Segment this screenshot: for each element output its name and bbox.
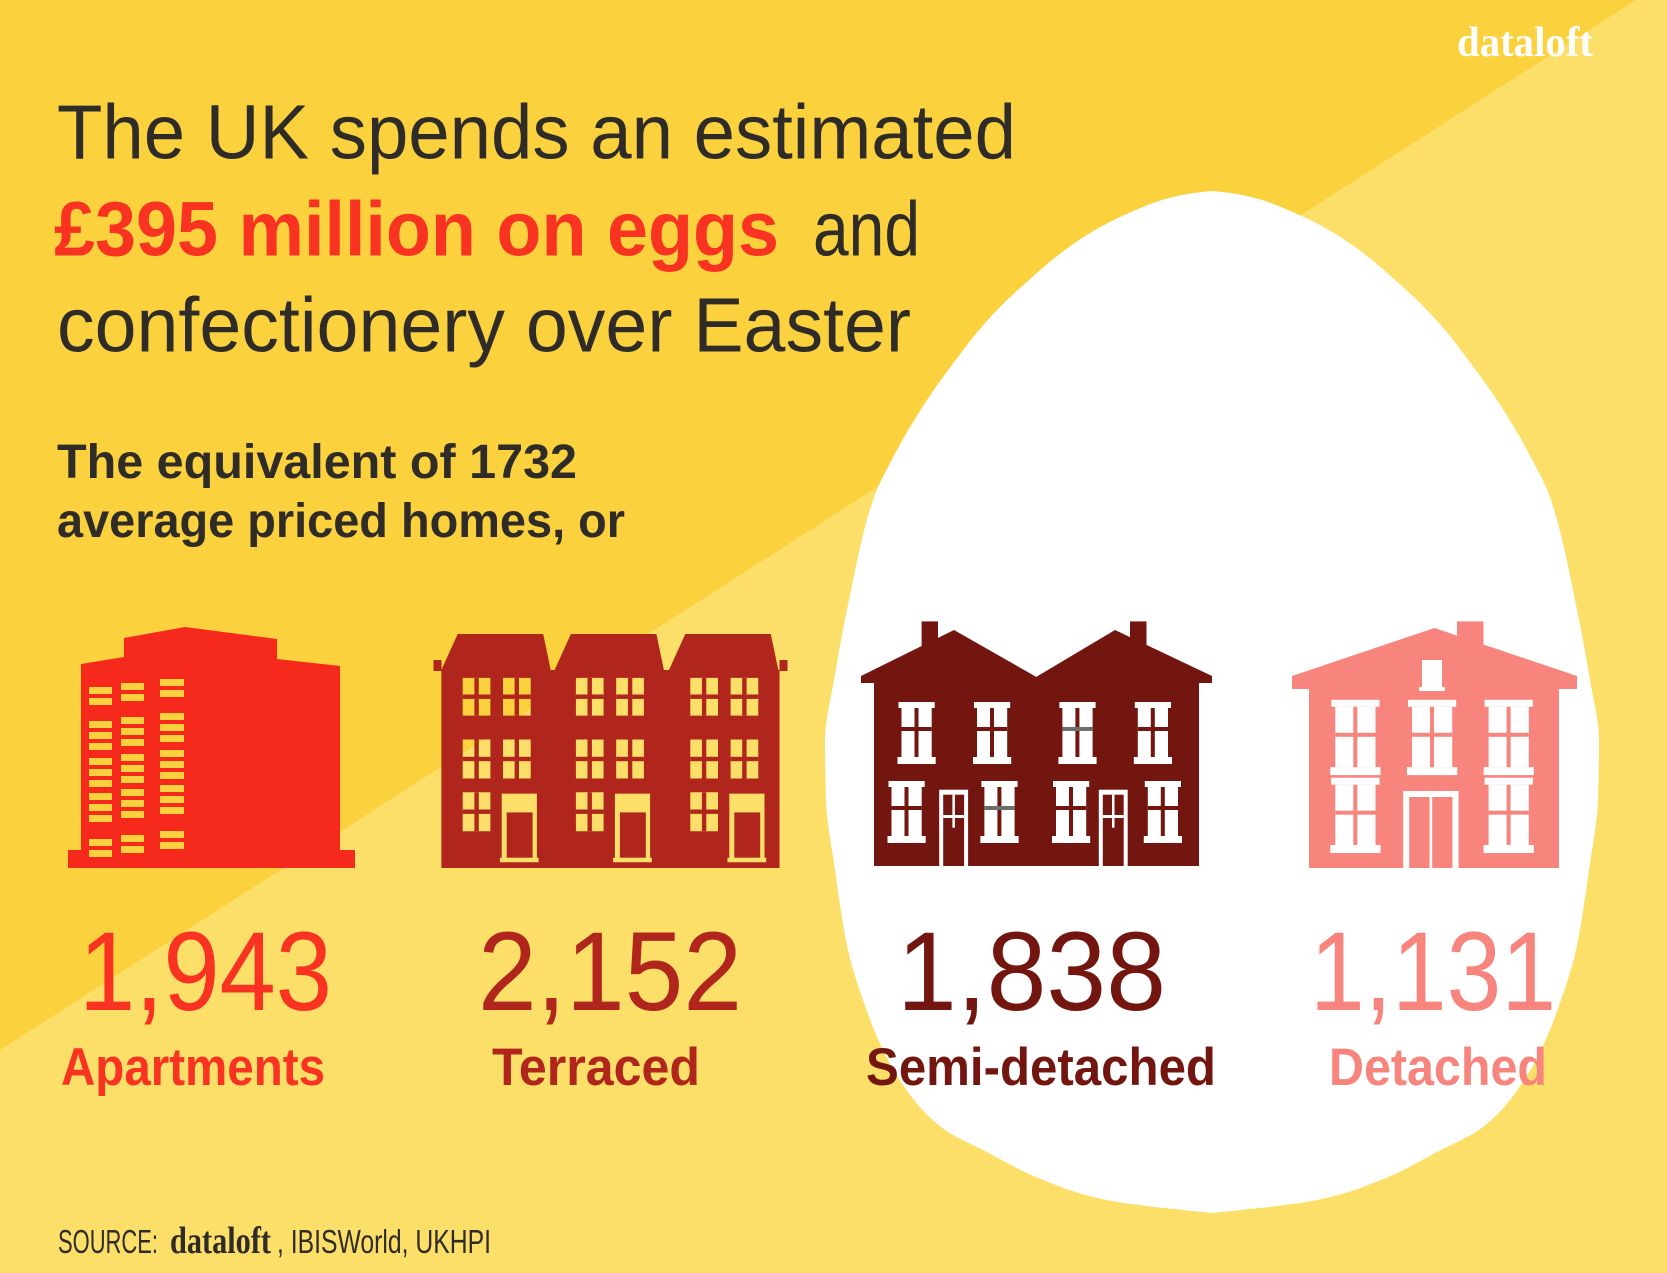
svg-text:and: and [813,187,920,273]
svg-text:confectionery over Easter: confectionery over Easter [57,283,911,369]
svg-text:Apartments: Apartments [61,1038,325,1097]
svg-text:dataloft: dataloft [1457,20,1593,66]
svg-text:1,838: 1,838 [897,909,1166,1034]
svg-text:Semi-detached: Semi-detached [866,1038,1216,1097]
svg-text:average priced homes, or: average priced homes, or [57,495,625,548]
svg-text:The UK spends an estimated: The UK spends an estimated [57,90,1016,176]
svg-text:1,131: 1,131 [1310,909,1556,1034]
svg-text:Detached: Detached [1329,1038,1547,1097]
svg-text:The equivalent of 1732: The equivalent of 1732 [57,436,577,489]
svg-text:2,152: 2,152 [478,909,742,1034]
svg-text:1,943: 1,943 [79,909,332,1034]
svg-text:£395 million on eggs: £395 million on eggs [54,187,779,273]
svg-text:SOURCE:: SOURCE: [58,1223,158,1260]
svg-text:Terraced: Terraced [492,1038,700,1097]
svg-text:dataloft: dataloft [170,1220,271,1262]
svg-text:, IBISWorld, UKHPI: , IBISWorld, UKHPI [277,1223,491,1260]
